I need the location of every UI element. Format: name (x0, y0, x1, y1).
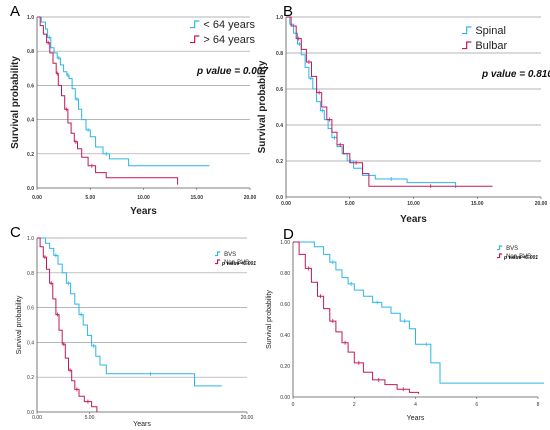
x-tick-label: 5.00 (85, 195, 95, 201)
y-tick-label: 0.6 (27, 306, 34, 312)
survival-curve-series-1 (37, 16, 210, 167)
legend-swatch (497, 253, 503, 259)
x-tick-label: 2 (353, 402, 356, 408)
x-tick-label: 10.00 (137, 195, 150, 201)
panel-letter: C (10, 224, 21, 241)
x-tick-label: 6 (475, 402, 478, 408)
x-tick-label: 20.00 (244, 195, 257, 201)
y-tick-label: 0.4 (27, 340, 34, 346)
legend-swatch (190, 35, 200, 44)
x-tick-label: 5.00 (345, 201, 355, 207)
y-tick-label: 0.2 (27, 375, 34, 381)
p-value-annotation: p value = 0.007 (196, 66, 268, 77)
x-tick-label: 0 (292, 402, 295, 408)
legend-label: > 64 years (203, 34, 255, 46)
x-axis-label: Years (133, 421, 151, 428)
y-tick-label: 0.8 (276, 51, 283, 57)
y-tick-label: 1.0 (27, 236, 34, 242)
y-tick-label: 0.2 (27, 152, 34, 158)
legend-label: Non-BVS (224, 260, 249, 266)
y-tick-label: 0.6 (27, 83, 34, 89)
p-value-annotation: p value = 0.810 (481, 69, 550, 80)
legend-swatch (215, 259, 221, 265)
x-tick-label: 20.00 (535, 201, 548, 207)
y-tick-label: 0.6 (276, 87, 283, 93)
survival-curve-series-1 (286, 16, 457, 188)
x-tick-label: 8 (537, 402, 540, 408)
legend-swatch (497, 245, 503, 251)
y-axis-label: Survival probability (16, 295, 23, 354)
survival-curve-series-2 (37, 237, 98, 412)
x-axis-label: Years (407, 415, 425, 422)
legend-swatch (190, 20, 200, 29)
panel-letter: B (283, 3, 293, 20)
panel-letter: A (10, 3, 20, 20)
y-tick-label: 0.8 (27, 49, 34, 55)
p-value-annotation: p value <0.001 (503, 255, 538, 261)
y-tick-label: 0.40 (280, 333, 290, 339)
y-tick-label: 0.80 (280, 271, 290, 277)
x-tick-label: 0.00 (32, 195, 42, 201)
legend-label: BVS (224, 252, 236, 258)
legend-label: Non-BVS (506, 254, 531, 260)
panel-letter: D (283, 226, 294, 243)
legend-label: < 64 years (203, 19, 255, 31)
x-axis-label: Years (400, 214, 427, 225)
y-tick-label: 0.20 (280, 364, 290, 370)
y-tick-label: 0.4 (276, 123, 283, 129)
y-axis-label: Survival probability (257, 60, 268, 153)
legend-label: Bulbar (475, 40, 507, 52)
x-tick-label: 4 (414, 402, 417, 408)
y-axis-label: Survival probability (10, 56, 21, 149)
y-tick-label: 0.4 (27, 118, 34, 124)
p-value-annotation: p value <0.001 (221, 261, 256, 267)
x-tick-label: 10.00 (407, 201, 420, 207)
legend-label: Spinal (475, 25, 506, 37)
panel-a: A 0.0 0.2 0.4 0.6 0.8 1.0 0.00 5.00 10.00 15.00 20.… (10, 3, 268, 217)
y-tick-label: 0.0 (27, 410, 34, 416)
y-tick-label: 0.60 (280, 302, 290, 308)
x-tick-label: 5.00 (85, 415, 95, 421)
x-tick-label: 0.00 (281, 201, 291, 207)
survival-curve-series-2 (286, 16, 493, 187)
panel-d: D 0.00 0.20 0.40 0.60 0.80 1.00 0 2 4 6 8 Years Survi… (266, 226, 545, 422)
legend-label: BVS (506, 246, 518, 252)
x-tick-label: 20.00 (241, 415, 254, 421)
survival-curve-series-1 (293, 241, 545, 384)
x-tick-label: 15.00 (190, 195, 203, 201)
y-tick-label: 1.0 (276, 15, 283, 21)
x-tick-label: 0.00 (32, 415, 42, 421)
survival-curve-series-2 (37, 16, 179, 185)
panel-b: B 0.0 0.2 0.4 0.6 0.8 1.0 0.00 5.00 10.00 15.00 20.… (257, 3, 550, 225)
survival-curve-series-1 (37, 237, 222, 387)
legend-swatch (215, 251, 221, 257)
x-tick-label: 15.00 (471, 201, 484, 207)
y-tick-label: 1.00 (280, 240, 290, 246)
y-tick-label: 0.8 (27, 271, 34, 277)
survival-curve-series-2 (293, 241, 420, 394)
y-tick-label: 1.0 (27, 15, 34, 21)
y-tick-label: 0.0 (27, 186, 34, 192)
y-tick-label: 0.0 (276, 195, 283, 201)
x-axis-label: Years (130, 206, 157, 217)
y-tick-label: 0.00 (280, 395, 290, 401)
y-tick-label: 0.2 (276, 159, 283, 165)
y-axis-label: Survival probability (266, 290, 273, 349)
legend-swatch (462, 26, 472, 35)
panel-c: C 0.0 0.2 0.4 0.6 0.8 1.0 0.00 5.00 20.00 Years Sur… (10, 224, 256, 428)
legend-swatch (462, 41, 472, 50)
